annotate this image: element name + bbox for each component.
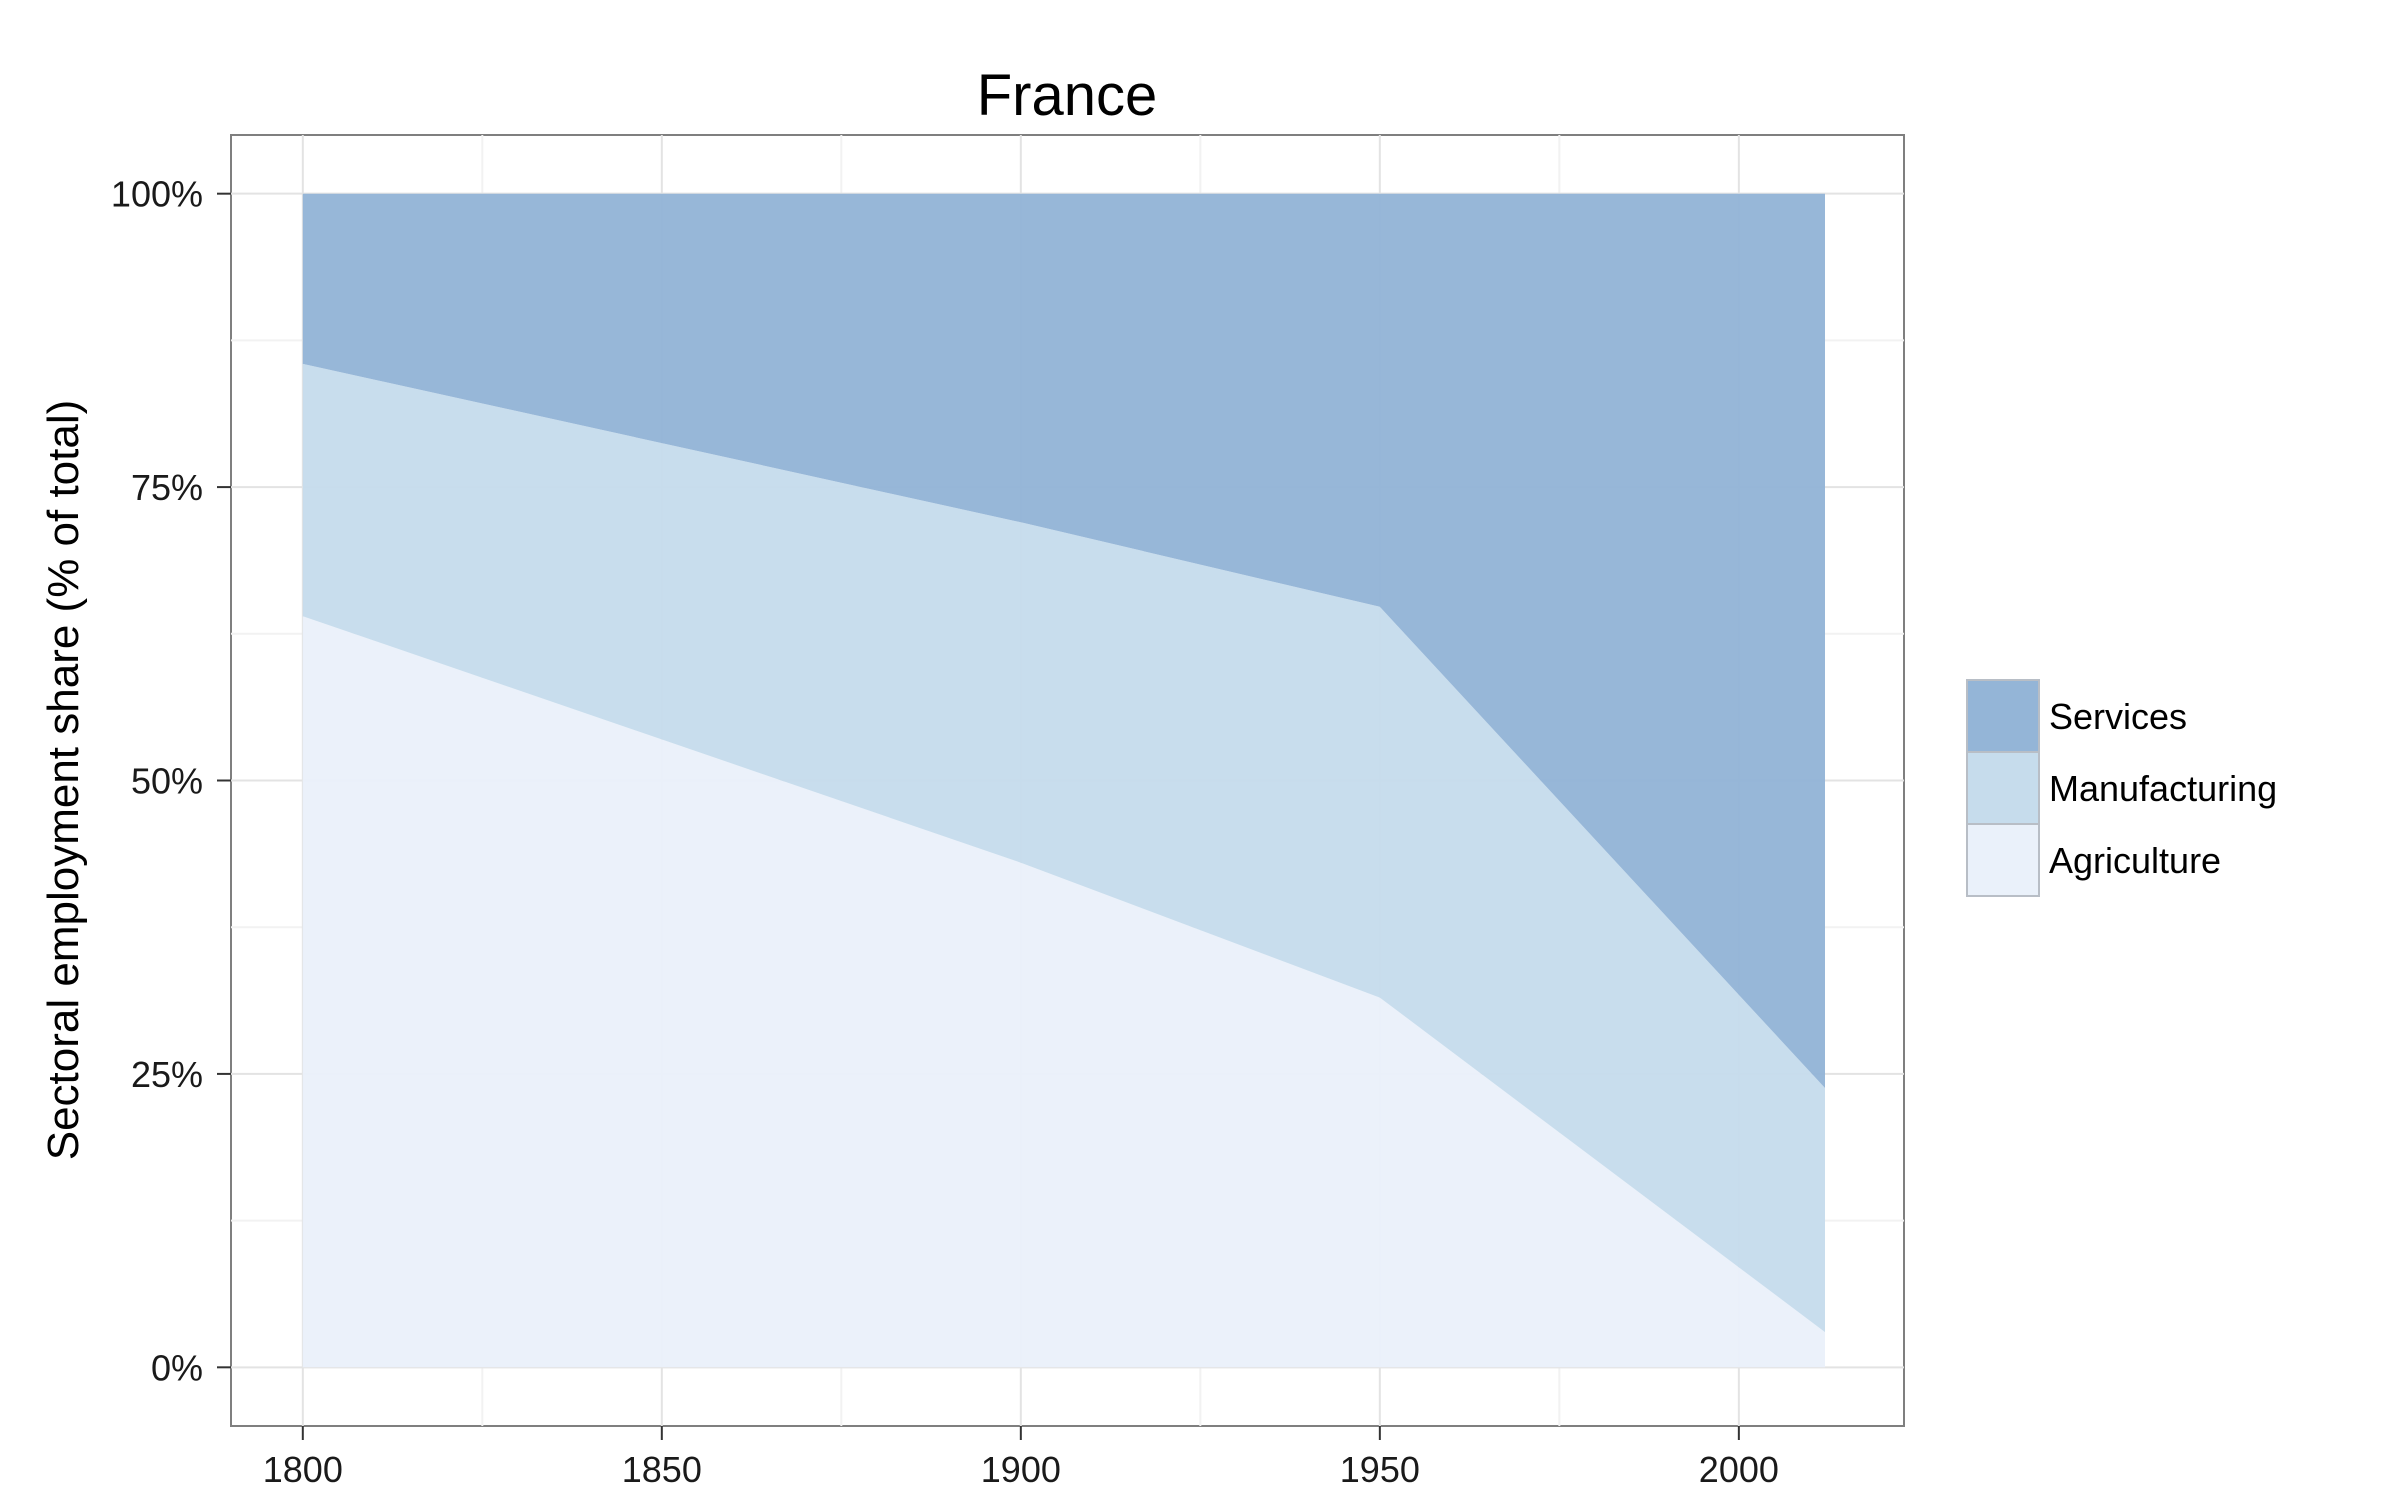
x-tick-label: 2000 — [1699, 1449, 1779, 1490]
area-agriculture — [302, 616, 1825, 1368]
chart-title: France — [977, 63, 1158, 128]
legend-key-agriculture — [1966, 823, 2040, 897]
area-manufacturing — [302, 363, 1825, 1333]
x-tick-label: 1950 — [1340, 1449, 1420, 1490]
legend-key-manufacturing — [1966, 751, 2040, 825]
x-axis: 1800 1850 1900 1950 2000 — [263, 1426, 1779, 1490]
y-axis-title: Sectoral employment share (% of total) — [39, 400, 88, 1161]
y-tick-label: 25% — [131, 1054, 203, 1095]
x-tick-label: 1800 — [263, 1449, 343, 1490]
legend-label-agriculture: Agriculture — [2049, 840, 2221, 881]
y-tick-label: 100% — [111, 174, 203, 215]
stacked-areas — [302, 193, 1825, 1368]
y-tick-label: 0% — [151, 1347, 203, 1388]
y-tick-label: 75% — [131, 467, 203, 508]
y-axis: 0% 25% 50% 75% 100% — [111, 174, 231, 1388]
legend-label-services: Services — [2049, 696, 2187, 737]
x-tick-label: 1850 — [622, 1449, 702, 1490]
area-services — [302, 193, 1825, 1088]
legend: Services Manufacturing Agriculture — [1966, 679, 2277, 897]
legend-label-manufacturing: Manufacturing — [2049, 768, 2277, 809]
x-tick-label: 1900 — [981, 1449, 1061, 1490]
y-tick-label: 50% — [131, 761, 203, 802]
legend-key-services — [1966, 679, 2040, 753]
